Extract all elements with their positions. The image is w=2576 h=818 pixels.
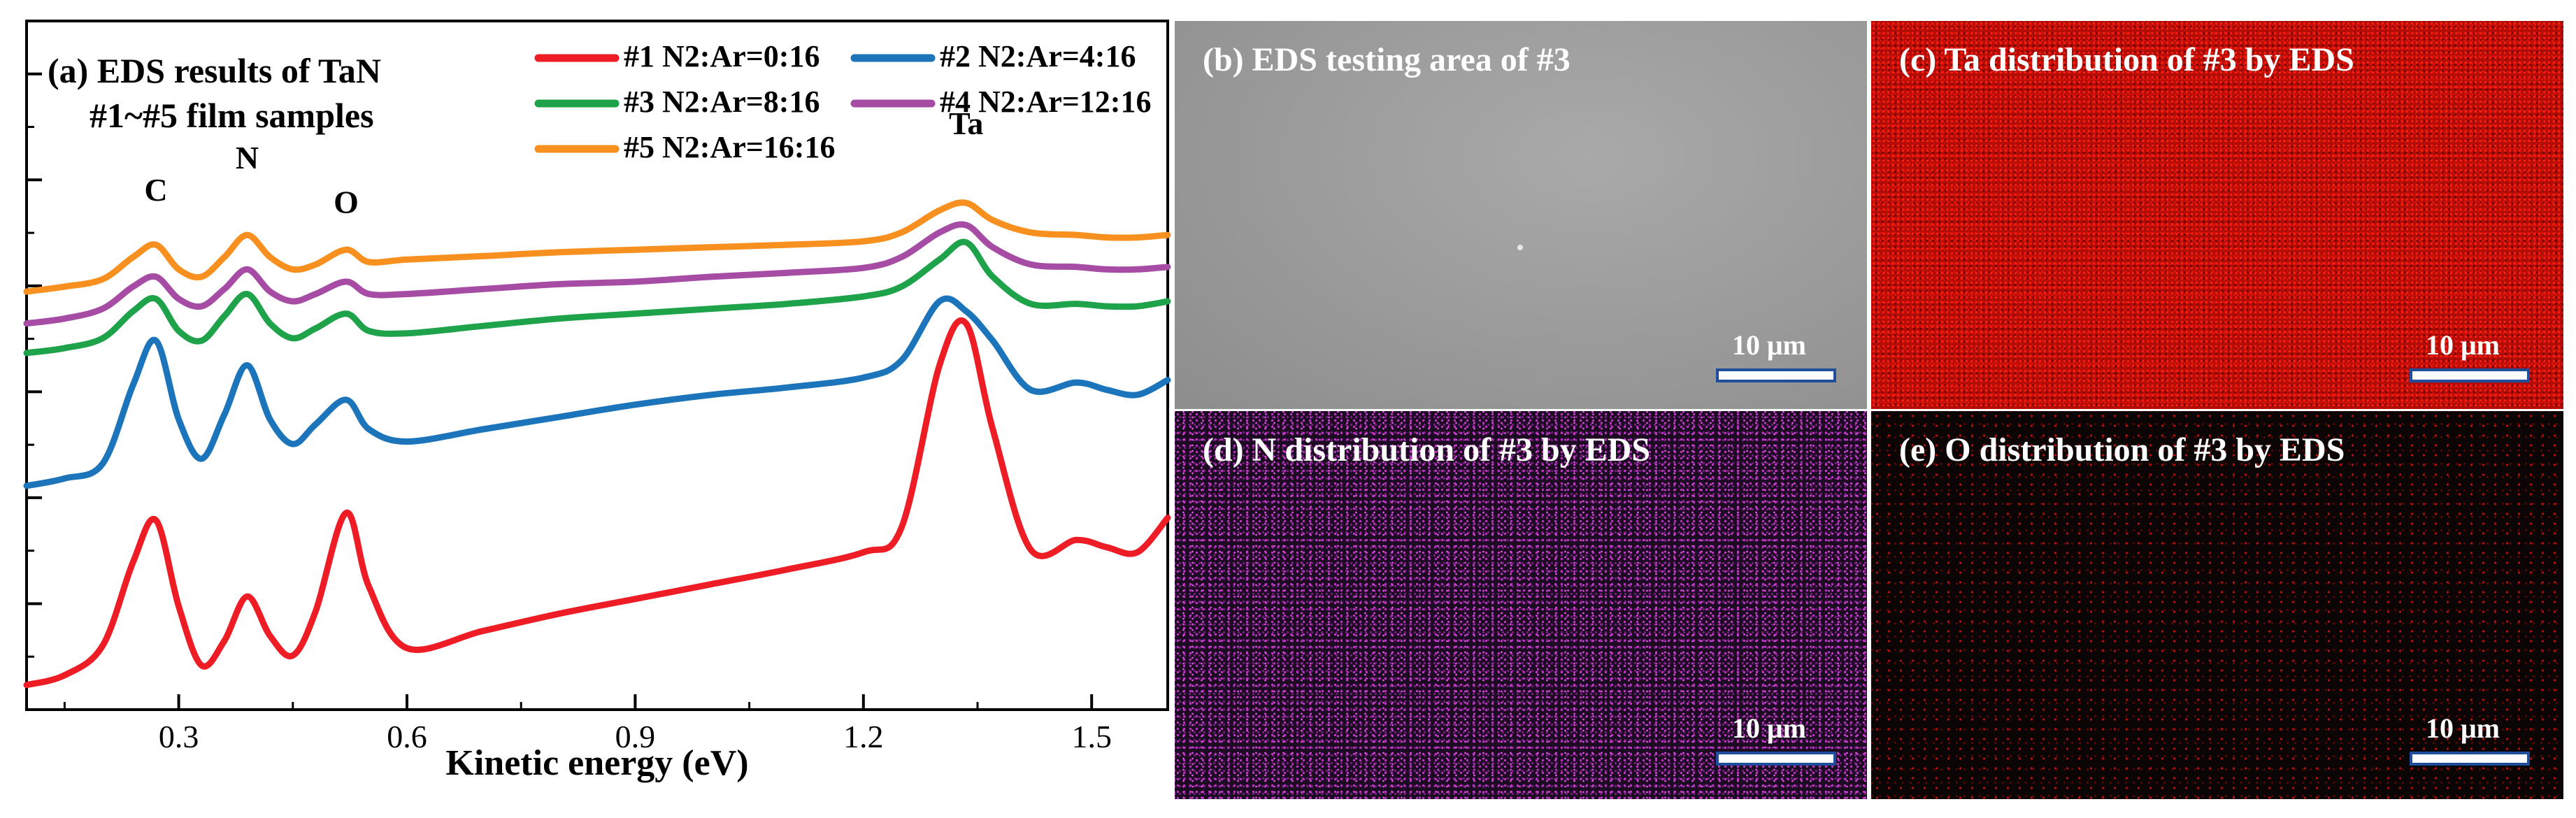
panel-d-title: (d) N distribution of #3 by EDS [1203, 431, 1651, 468]
peak-label-c: C [144, 172, 167, 208]
panel-e-scale-bar [2410, 752, 2530, 766]
panel-b-scale-label: 10 μm [1732, 329, 1806, 361]
series-line-4 [23, 221, 1171, 327]
panel-e-scale-label: 10 μm [2426, 712, 2500, 744]
panel-n-map: (d) N distribution of #3 by EDS 10 μm [1175, 411, 1867, 799]
sem-particle [1517, 245, 1523, 250]
legend-label-2: #2 N2:Ar=4:16 [940, 39, 1136, 73]
chart-title: (a) EDS results of TaN [48, 51, 381, 90]
legend: #1 N2:Ar=0:16 #2 N2:Ar=4:16 #3 N2:Ar=8:16 #… [534, 39, 1151, 164]
panel-c-scale-label: 10 μm [2426, 329, 2500, 361]
panel-d-scale-bar [1716, 752, 1836, 766]
x-tick-label: 0.9 [615, 719, 656, 754]
legend-label-3: #3 N2:Ar=8:16 [624, 85, 820, 119]
x-tick-label: 0.3 [159, 719, 199, 754]
panel-b-scale-bar [1716, 368, 1836, 382]
panel-o-map: (e) O distribution of #3 by EDS 10 μm [1871, 411, 2563, 799]
x-tick-label: 1.5 [1071, 719, 1112, 754]
series-layer [23, 199, 1171, 689]
panel-ta-map: (c) Ta distribution of #3 by EDS 10 μm [1871, 21, 2563, 409]
series-line-2 [23, 295, 1171, 489]
series-line-1 [23, 317, 1171, 689]
series-line-5 [23, 199, 1171, 295]
panel-d-scale-label: 10 μm [1732, 712, 1806, 744]
plot-frame [25, 20, 1169, 711]
legend-label-5: #5 N2:Ar=16:16 [624, 130, 835, 164]
x-tick-label: 0.6 [387, 719, 427, 754]
peak-label-o: O [334, 184, 359, 220]
legend-label-1: #1 N2:Ar=0:16 [624, 39, 820, 73]
panel-b-title: (b) EDS testing area of #3 [1203, 41, 1570, 78]
series-line-3 [23, 238, 1171, 357]
y-axis-ticks [27, 20, 42, 711]
panel-c-scale-bar [2410, 368, 2530, 382]
peak-label-n: N [236, 140, 259, 175]
eds-spectrum-chart: 0.3 0.6 0.9 1.2 1.5 C N O Ta (a) EDS results of… [23, 20, 1171, 783]
x-axis-ticks: 0.3 0.6 0.9 1.2 1.5 [63, 694, 1112, 754]
chart-subtitle: #1~#5 film samples [90, 96, 374, 135]
panel-c-title: (c) Ta distribution of #3 by EDS [1899, 41, 2354, 78]
x-axis-label: Kinetic energy (eV) [445, 743, 748, 783]
x-tick-label: 1.2 [843, 719, 884, 754]
panel-e-title: (e) O distribution of #3 by EDS [1899, 431, 2345, 468]
legend-label-4: #4 N2:Ar=12:16 [940, 85, 1151, 119]
panel-sem-image: (b) EDS testing area of #3 10 μm [1175, 21, 1867, 409]
peak-labels: C N O Ta [144, 106, 983, 220]
peak-label-ta: Ta [949, 106, 983, 141]
